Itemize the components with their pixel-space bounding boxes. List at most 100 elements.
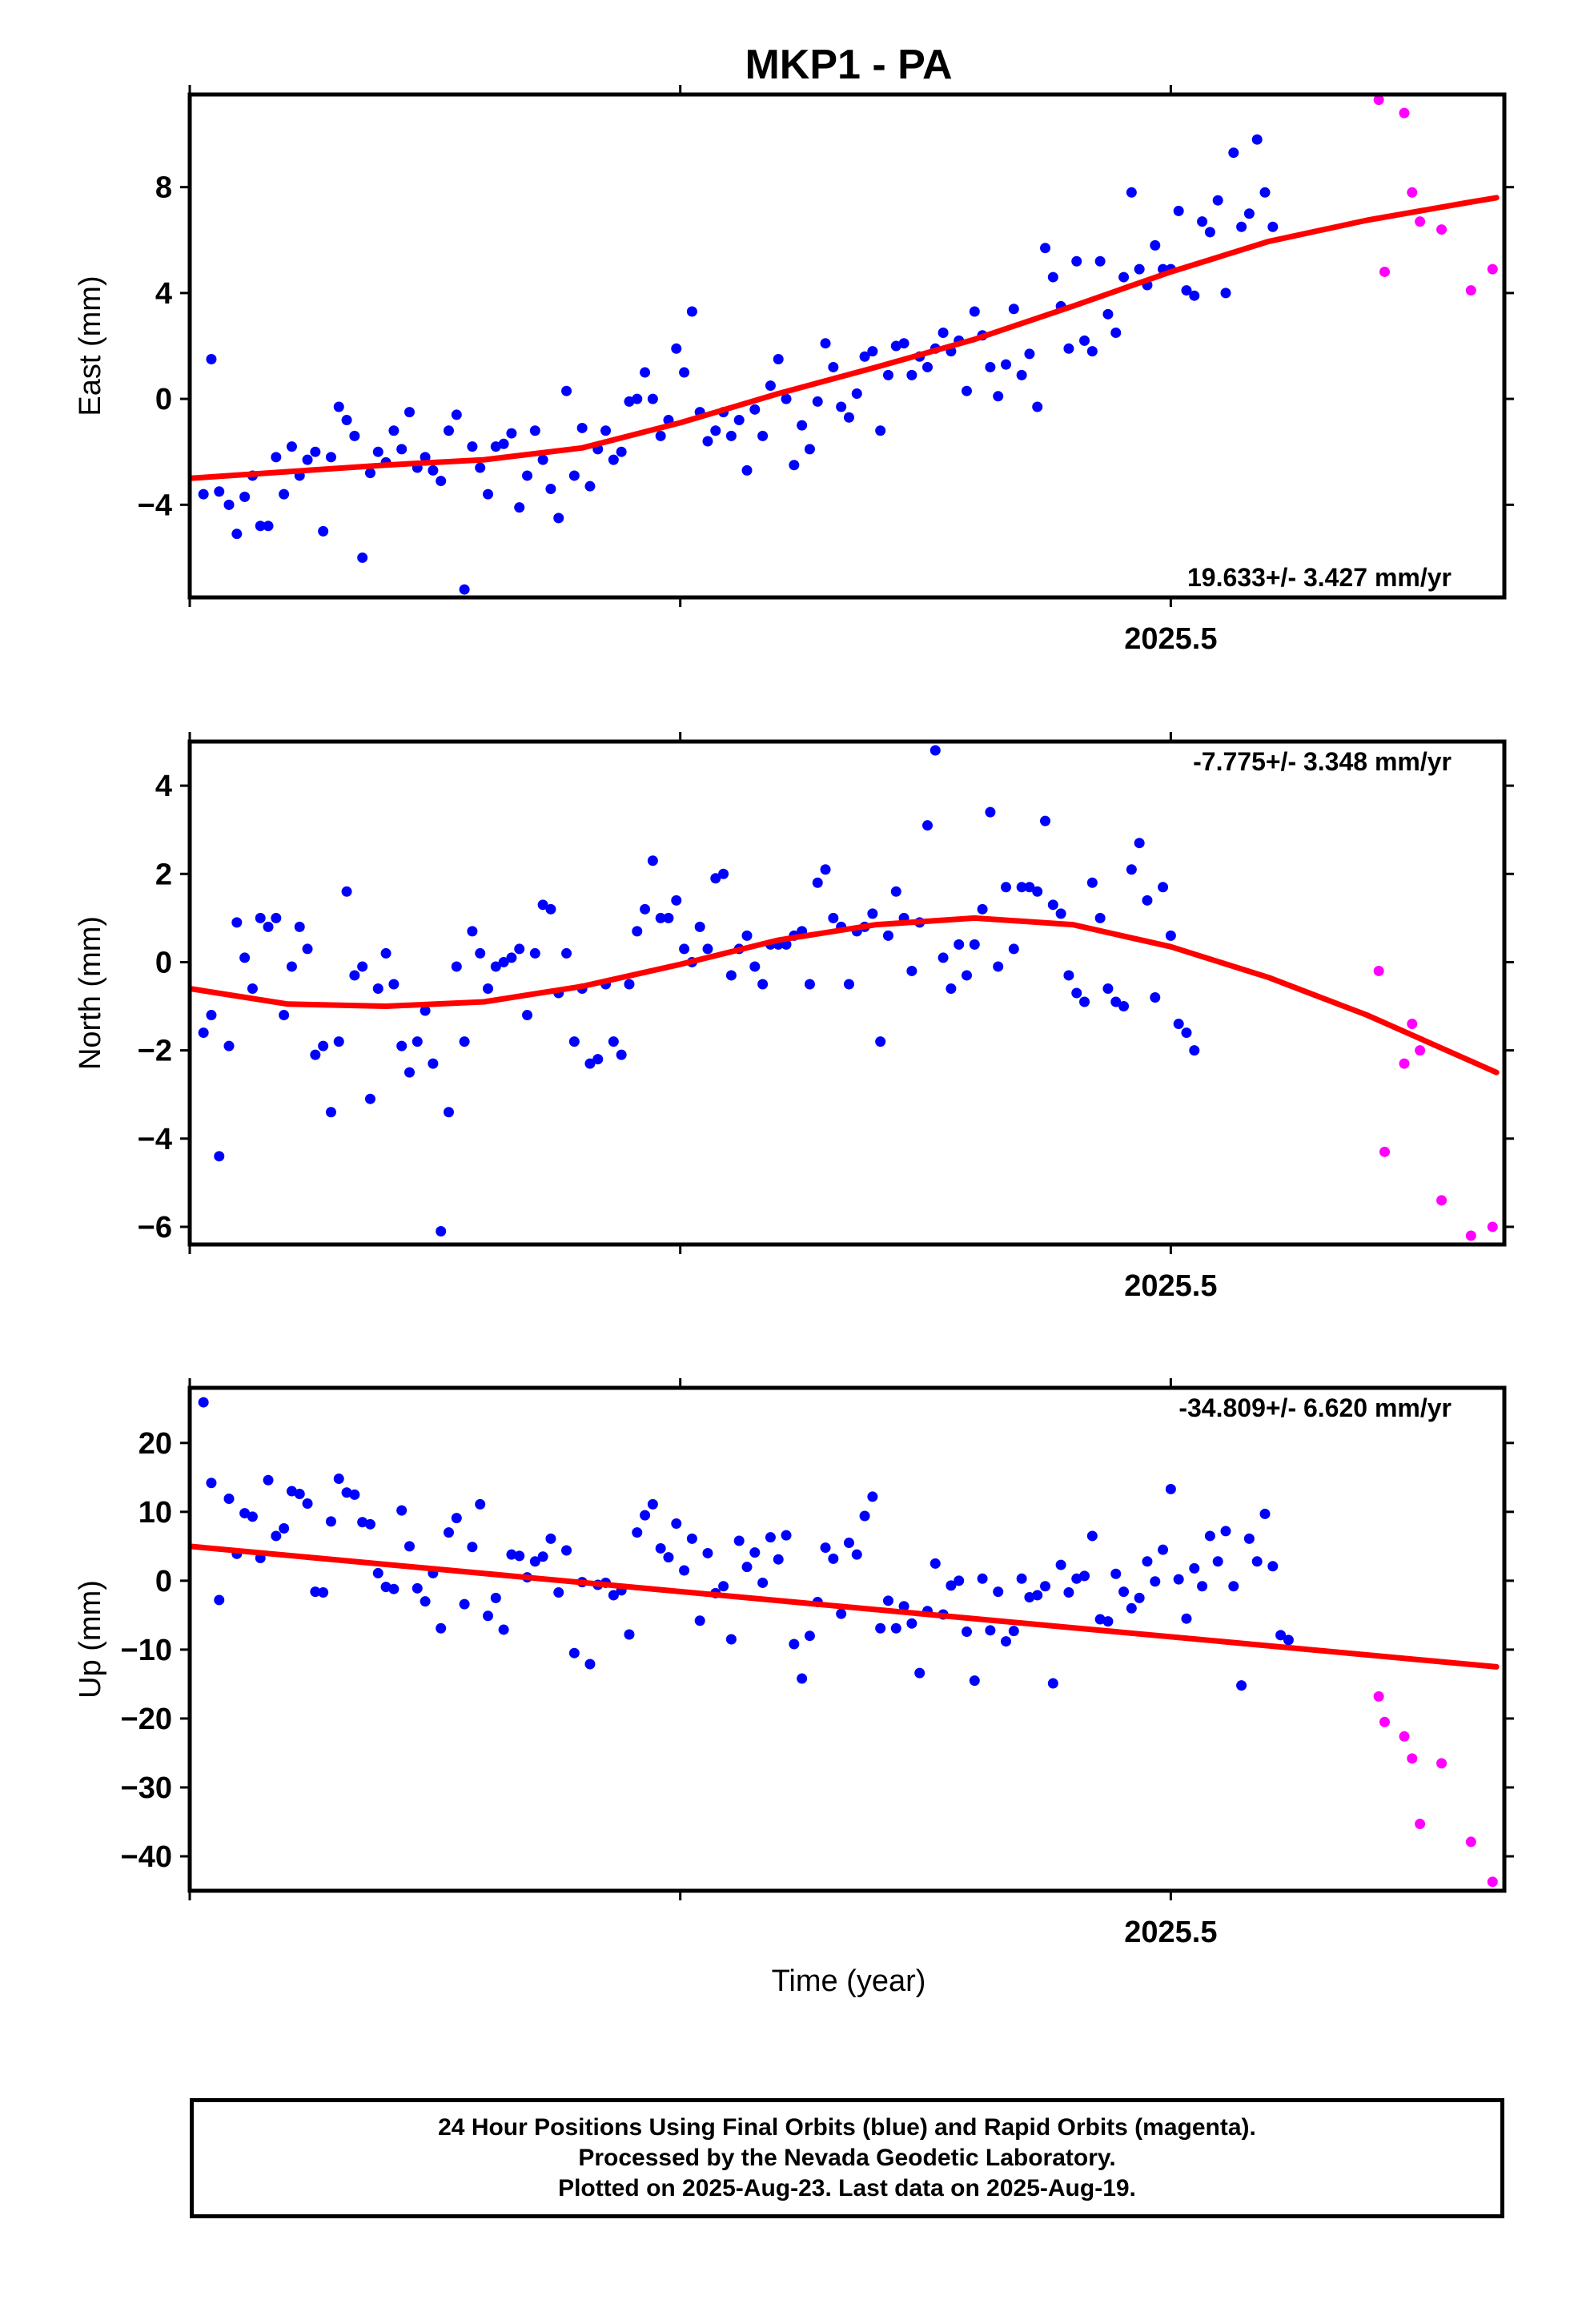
velocity-label: -7.775+/- 3.348 mm/yr <box>1193 747 1452 776</box>
final-orbit-point <box>263 1474 274 1486</box>
plot-frame <box>187 739 1507 1247</box>
final-orbit-point <box>467 926 478 937</box>
final-orbit-point <box>522 470 533 481</box>
final-orbit-point <box>1220 1526 1231 1537</box>
final-orbit-point <box>325 452 336 463</box>
final-orbit-point <box>443 1527 454 1538</box>
final-orbit-point <box>214 1594 225 1606</box>
final-orbit-point <box>1071 1573 1082 1584</box>
y-tick-label: −2 <box>138 1035 172 1068</box>
rapid-orbit-point <box>1373 94 1384 106</box>
final-orbit-point <box>843 979 854 990</box>
final-orbit-point <box>255 521 266 532</box>
final-orbit-point <box>1016 882 1027 893</box>
final-orbit-point <box>247 983 258 994</box>
final-orbit-point <box>1102 983 1114 994</box>
final-orbit-point <box>239 952 251 963</box>
final-orbit-point <box>1086 346 1098 357</box>
final-orbit-point <box>294 921 305 932</box>
final-orbit-point <box>686 1533 697 1544</box>
final-orbit-point <box>867 908 878 919</box>
final-orbit-point <box>1071 255 1082 267</box>
final-orbit-point <box>561 947 572 959</box>
final-orbit-point <box>1086 877 1098 888</box>
final-orbit-point <box>349 1489 360 1500</box>
final-orbit-point <box>388 979 400 990</box>
final-orbit-point <box>467 441 478 452</box>
final-orbit-point <box>1040 243 1051 254</box>
final-orbit-point <box>263 521 274 532</box>
final-orbit-point <box>969 306 980 317</box>
final-orbit-point <box>239 491 251 502</box>
fit-curve <box>190 195 1500 481</box>
final-orbit-point <box>1259 1508 1271 1519</box>
final-orbit-point <box>325 1107 336 1118</box>
final-orbit-point <box>310 446 321 457</box>
final-orbit-point <box>388 1583 400 1594</box>
final-orbit-point <box>914 1667 926 1679</box>
final-orbit-point <box>372 446 383 457</box>
final-orbit-point <box>1086 1530 1098 1542</box>
final-orbit-point <box>333 1474 344 1485</box>
footer-info-box: 24 Hour Positions Using Final Orbits (bl… <box>190 2098 1504 2218</box>
panel-2: −6 −4 −2 0 2 4 2025.5 North (mm) -7.775+/- 3.348… <box>74 732 1514 1303</box>
final-orbit-point <box>206 1010 217 1021</box>
final-orbit-point <box>702 436 713 447</box>
final-orbit-point <box>286 441 297 452</box>
final-orbit-point <box>694 921 705 932</box>
final-orbit-point <box>522 1010 533 1021</box>
final-orbit-point <box>1118 1001 1130 1012</box>
y-tick-label: 0 <box>155 383 172 416</box>
final-orbit-point <box>1173 205 1184 216</box>
final-orbit-point <box>1001 882 1012 893</box>
final-orbit-point <box>1236 1680 1247 1691</box>
y-axis-label: East (mm) <box>74 275 107 416</box>
final-orbit-point <box>1001 359 1012 370</box>
rapid-orbit-point <box>1399 1731 1410 1742</box>
final-orbit-point <box>420 1005 431 1016</box>
final-orbit-point <box>1024 1592 1035 1603</box>
final-orbit-point <box>1283 1634 1294 1646</box>
final-orbit-point <box>749 961 761 972</box>
final-orbit-point <box>812 396 823 407</box>
final-orbit-point <box>537 454 548 465</box>
final-orbit-point <box>985 1625 996 1636</box>
final-orbit-point <box>514 943 525 955</box>
rapid-orbit-point <box>1465 1230 1476 1241</box>
final-orbit-point <box>969 1675 980 1687</box>
final-orbit-point <box>1079 1570 1090 1582</box>
final-orbit-point <box>882 369 893 380</box>
final-orbit-point <box>1047 1678 1058 1689</box>
final-orbit-point <box>765 380 776 392</box>
final-orbit-point <box>890 1622 901 1634</box>
final-orbit-point <box>1126 1602 1137 1614</box>
final-orbit-point <box>561 1545 572 1556</box>
final-orbit-point <box>1016 1573 1027 1584</box>
final-orbit-point <box>1008 1626 1019 1637</box>
final-orbit-point <box>459 584 470 595</box>
final-orbit-point <box>640 1510 651 1521</box>
data-layer <box>190 94 1500 595</box>
y-tick-label: −6 <box>138 1211 172 1244</box>
footer-line-3: Plotted on 2025-Aug-23. Last data on 202… <box>558 2175 1136 2201</box>
final-orbit-point <box>483 983 494 994</box>
final-orbit-point <box>624 396 635 407</box>
final-orbit-point <box>380 1582 391 1593</box>
y-tick-label: 0 <box>155 1565 172 1598</box>
final-orbit-point <box>1181 1027 1192 1039</box>
y-tick-label: 2 <box>155 858 172 891</box>
final-orbit-point <box>404 1067 415 1078</box>
final-orbit-point <box>349 430 360 441</box>
final-orbit-point <box>1228 1581 1239 1592</box>
final-orbit-point <box>310 1049 321 1060</box>
final-orbit-point <box>318 1587 329 1598</box>
final-orbit-point <box>1189 1562 1200 1574</box>
final-orbit-point <box>875 425 886 436</box>
final-orbit-point <box>773 354 784 365</box>
final-orbit-point <box>223 1494 235 1505</box>
final-orbit-point <box>741 1562 753 1573</box>
final-orbit-point <box>710 873 721 884</box>
final-orbit-point <box>420 1596 431 1607</box>
final-orbit-point <box>820 338 831 349</box>
final-orbit-point <box>820 864 831 875</box>
